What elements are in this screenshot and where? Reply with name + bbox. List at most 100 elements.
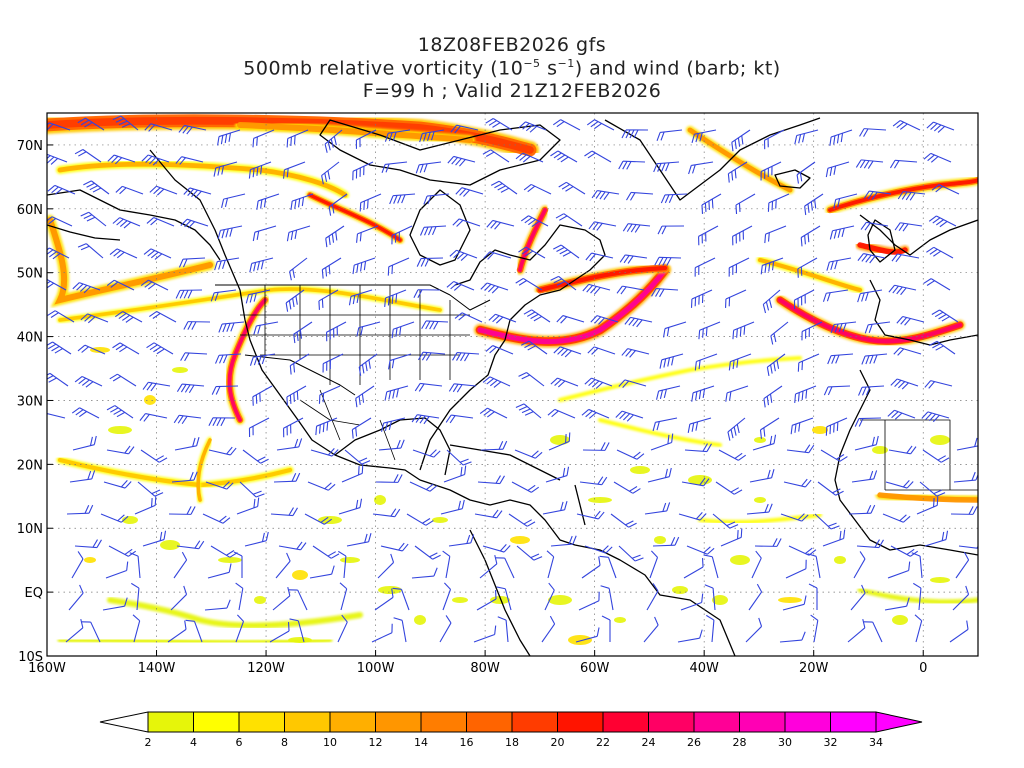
wind-barb <box>694 257 716 277</box>
vorticity-speck <box>930 577 950 583</box>
vorticity-speck <box>432 517 448 523</box>
lon-tick-label: 0 <box>919 661 927 676</box>
wind-barb <box>584 150 612 163</box>
wind-barb <box>893 347 922 356</box>
wind-barb <box>621 129 649 139</box>
title-line-3: F=99 h ; Valid 21Z12FEB2026 <box>362 80 662 102</box>
vorticity-speck <box>654 536 666 544</box>
wind-barb <box>911 552 923 579</box>
wind-barb <box>541 615 556 643</box>
wind-barb <box>590 315 619 325</box>
wind-barb <box>508 513 536 527</box>
wind-barb <box>476 590 497 611</box>
vorticity-band <box>227 298 267 422</box>
wind-barb <box>236 497 260 515</box>
wind-barb <box>820 449 848 462</box>
vorticity-speck <box>812 426 828 434</box>
wind-barb <box>683 558 704 579</box>
wind-barb <box>659 353 684 369</box>
wind-barb <box>115 185 144 195</box>
wind-barb <box>450 124 479 134</box>
vorticity-band <box>877 492 978 503</box>
wind-barb <box>210 289 237 302</box>
vorticity-speck <box>834 556 846 564</box>
lon-tick-label: 140W <box>138 661 176 676</box>
wind-barb <box>887 561 911 579</box>
wind-barb <box>725 385 749 402</box>
wind-barb <box>322 353 344 373</box>
wind-barb <box>245 289 271 304</box>
vorticity-speck <box>452 597 468 603</box>
lon-tick-label: 160W <box>28 661 66 676</box>
colorbar-level-label: 16 <box>460 736 474 749</box>
wind-barb <box>352 161 374 181</box>
wind-barb <box>480 440 508 451</box>
wind-barb <box>807 553 821 579</box>
vorticity-band <box>518 208 547 272</box>
wind-barb <box>615 410 644 422</box>
wind-barb <box>208 446 237 456</box>
vorticity-speck <box>378 586 402 594</box>
wind-barb <box>248 417 270 438</box>
wind-barb <box>176 540 205 550</box>
wind-barb <box>785 559 807 579</box>
wind-barb <box>858 385 885 396</box>
wind-barb <box>328 193 348 216</box>
wind-barb <box>663 321 687 338</box>
wind-barb <box>452 218 481 227</box>
wind-barb <box>289 618 305 643</box>
wind-barb <box>515 152 544 163</box>
wind-barb <box>797 257 818 278</box>
wind-barb <box>485 345 514 355</box>
wind-barb <box>207 563 232 579</box>
wind-barb <box>584 545 613 554</box>
wind-barb <box>273 472 301 483</box>
wind-barb <box>520 215 549 228</box>
wind-barb <box>698 225 719 246</box>
wind-barb <box>581 556 601 579</box>
vorticity-band <box>857 242 908 255</box>
colorbar-level-label: 2 <box>145 736 152 749</box>
vorticity-band <box>598 418 722 447</box>
map-plot-area <box>47 113 978 656</box>
wind-barb <box>140 449 168 463</box>
wind-barb <box>622 223 651 233</box>
wind-barb <box>827 353 854 365</box>
vorticity-band <box>537 265 668 293</box>
africa-coast <box>834 369 978 556</box>
vorticity-band <box>828 178 978 212</box>
wind-barb <box>371 623 393 643</box>
wind-barb-layer <box>47 115 978 643</box>
wind-barb <box>896 315 925 326</box>
wind-barb <box>712 513 739 529</box>
wind-barb <box>167 620 187 643</box>
wind-barb <box>47 310 75 323</box>
vorticity-speck <box>254 596 266 604</box>
wind-barb <box>107 154 136 165</box>
wind-barb <box>417 351 446 361</box>
north-america-coast <box>149 149 736 656</box>
wind-barb <box>684 443 712 453</box>
wind-barb <box>703 554 719 579</box>
wind-barb <box>553 244 580 259</box>
title-exponent-2: −1 <box>557 57 575 70</box>
wind-barb <box>956 437 978 451</box>
wind-barb <box>276 438 303 451</box>
wind-barb <box>496 586 512 611</box>
wind-barb <box>446 281 475 291</box>
wind-barb <box>83 180 110 195</box>
wind-barb <box>211 385 239 395</box>
wind-barb <box>131 582 140 611</box>
wind-barb <box>272 587 291 611</box>
wind-barb <box>890 545 919 557</box>
wind-barb <box>616 285 645 295</box>
wind-barb <box>732 321 755 340</box>
map-frame <box>46 112 979 657</box>
wind-barb <box>420 225 447 236</box>
vorticity-speck <box>292 570 308 580</box>
vorticity-band <box>47 217 213 305</box>
wind-barb <box>796 161 816 184</box>
wind-barb <box>112 115 139 131</box>
wind-barb <box>446 449 472 466</box>
wind-barb <box>346 533 372 547</box>
